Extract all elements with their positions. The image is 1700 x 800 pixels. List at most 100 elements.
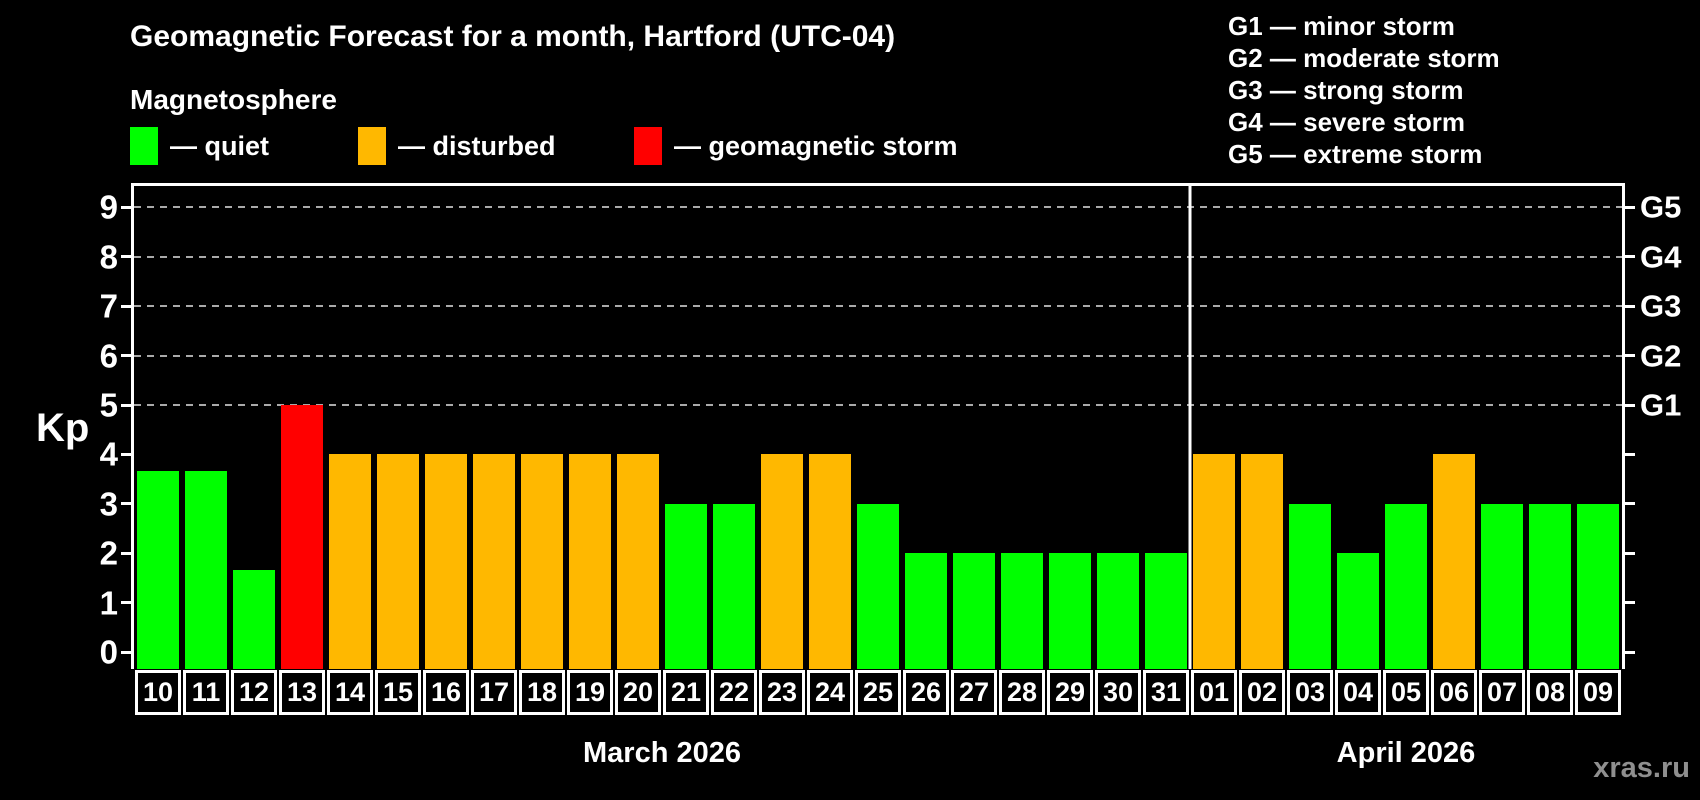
right-axis-label-g3: G3 [1640,288,1682,324]
storm-color-swatch-icon [634,127,662,165]
legend-item-disturbed: — disturbed [358,126,556,166]
kp-bar-22 [712,503,756,669]
kp-bar-14 [328,454,372,669]
y-tick-right-7 [1622,304,1635,308]
y-tick-left-4 [121,452,134,456]
bar-slot-27 [950,186,998,669]
y-tick-left-2 [121,551,134,555]
plot-area: 0 1 2 3 4 5 6 7 8 9 G1 G2 G3 G4 G5 [100,183,1681,669]
day-label-06: 06 [1431,670,1477,715]
gridline-kp8 [134,255,1622,258]
day-label-10: 10 [135,670,181,715]
y-tick-right-6 [1622,354,1635,358]
month-separator-line [1188,186,1192,669]
g-scale-legend: G1 — minor storm G2 — moderate storm G3 — … [1228,10,1500,170]
gridline-kp6 [134,354,1622,357]
legend-item-quiet: — quiet [130,126,269,166]
kp-bar-20 [616,454,660,669]
y-tick-right-5 [1622,403,1635,407]
gridline-kp5 [134,404,1622,406]
gridline-kp9 [134,206,1622,209]
bar-slot-09 [1574,186,1622,669]
kp-bar-30 [1096,553,1140,669]
month-label-april: April 2026 [1336,737,1476,769]
watermark: xras.ru [1593,752,1690,784]
bar-slot-02 [1238,186,1286,669]
bar-slot-26 [902,186,950,669]
y-tick-right-8 [1622,255,1635,259]
bar-slot-10 [134,186,182,669]
y-tick-right-9 [1622,205,1635,209]
legend-item-storm: — geomagnetic storm [634,126,958,166]
bar-slot-24 [806,186,854,669]
y-tick-left-8 [121,255,134,259]
day-label-29: 29 [1047,670,1093,715]
kp-bar-09 [1576,503,1620,669]
kp-bar-28 [1000,553,1044,669]
kp-bar-27 [952,553,996,669]
bar-slot-11 [182,186,230,669]
kp-bar-01 [1192,454,1236,669]
bar-slot-29 [1046,186,1094,669]
g-legend-line-1: G1 — minor storm [1228,11,1455,41]
day-label-20: 20 [615,670,661,715]
kp-bar-11 [184,470,228,669]
bar-slot-19 [566,186,614,669]
y-tick-label-5: 5 [99,386,118,424]
y-tick-right-0 [1622,650,1635,654]
kp-bar-16 [424,454,468,669]
y-tick-label-3: 3 [99,485,118,523]
day-label-21: 21 [663,670,709,715]
kp-bar-24 [808,454,852,669]
day-label-05: 05 [1383,670,1429,715]
day-label-13: 13 [279,670,325,715]
month-label-march: March 2026 [583,737,741,769]
y-tick-left-5 [121,403,134,407]
day-label-16: 16 [423,670,469,715]
quiet-color-swatch-icon [130,127,158,165]
day-label-04: 04 [1335,670,1381,715]
day-label-09: 09 [1575,670,1621,715]
y-tick-label-8: 8 [99,238,118,276]
y-tick-left-9 [121,205,134,209]
kp-bar-06 [1432,454,1476,669]
kp-bar-19 [568,454,612,669]
kp-bar-21 [664,503,708,669]
bar-slot-22 [710,186,758,669]
legend-label-storm: — geomagnetic storm [674,130,958,161]
day-label-07: 07 [1479,670,1525,715]
kp-bar-05 [1384,503,1428,669]
y-tick-label-9: 9 [99,188,118,226]
bar-slot-13 [278,186,326,669]
day-label-11: 11 [183,670,229,715]
kp-bar-29 [1048,553,1092,669]
bar-slot-06 [1430,186,1478,669]
bar-slot-01 [1190,186,1238,669]
kp-bar-17 [472,454,516,669]
day-label-18: 18 [519,670,565,715]
kp-bar-10 [136,470,180,669]
day-label-14: 14 [327,670,373,715]
disturbed-color-swatch-icon [358,127,386,165]
day-label-28: 28 [999,670,1045,715]
bar-slot-15 [374,186,422,669]
bar-slot-28 [998,186,1046,669]
bar-slot-14 [326,186,374,669]
right-axis-label-g2: G2 [1640,338,1682,374]
bar-slot-25 [854,186,902,669]
day-label-31: 31 [1143,670,1189,715]
right-axis-label-g5: G5 [1640,189,1682,225]
g-legend-line-4: G4 — severe storm [1228,107,1466,137]
day-label-19: 19 [567,670,613,715]
y-tick-label-7: 7 [99,287,118,325]
y-tick-right-2 [1622,551,1635,555]
day-label-17: 17 [471,670,517,715]
y-tick-label-4: 4 [99,435,118,473]
month-labels: March 2026 April 2026 [134,737,1622,773]
magnetosphere-label: Magnetosphere [130,84,337,115]
kp-bar-31 [1144,553,1188,669]
bars-container [134,186,1622,669]
kp-bar-04 [1336,553,1380,669]
y-tick-label-1: 1 [99,584,118,622]
bar-slot-05 [1382,186,1430,669]
